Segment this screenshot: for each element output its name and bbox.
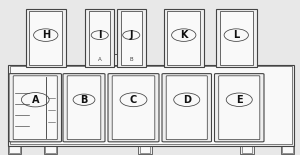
FancyBboxPatch shape xyxy=(9,74,62,142)
FancyBboxPatch shape xyxy=(112,76,155,140)
Circle shape xyxy=(123,31,140,40)
Bar xyxy=(216,9,256,67)
Bar xyxy=(140,146,150,153)
Text: J: J xyxy=(130,30,133,40)
Bar xyxy=(241,55,249,64)
Bar xyxy=(121,11,142,65)
Bar xyxy=(50,55,57,64)
Bar xyxy=(117,9,146,67)
FancyBboxPatch shape xyxy=(13,76,57,140)
FancyBboxPatch shape xyxy=(63,74,105,142)
Bar xyxy=(10,66,292,144)
Circle shape xyxy=(34,29,58,41)
Text: A: A xyxy=(32,95,39,105)
Bar xyxy=(85,9,114,67)
Bar xyxy=(138,145,152,154)
Text: I: I xyxy=(98,30,101,40)
Bar xyxy=(170,55,178,64)
FancyBboxPatch shape xyxy=(214,74,264,142)
Bar xyxy=(220,11,253,65)
Text: B: B xyxy=(129,57,133,62)
FancyBboxPatch shape xyxy=(108,74,159,142)
Circle shape xyxy=(91,31,108,40)
Text: D: D xyxy=(183,95,191,105)
Bar xyxy=(220,54,251,65)
Bar xyxy=(44,145,57,154)
Text: L: L xyxy=(233,30,239,40)
Bar xyxy=(282,146,292,153)
Circle shape xyxy=(120,93,147,107)
Bar xyxy=(31,54,59,65)
FancyBboxPatch shape xyxy=(162,74,211,142)
FancyBboxPatch shape xyxy=(166,76,207,140)
FancyBboxPatch shape xyxy=(219,76,260,140)
Bar xyxy=(242,146,252,153)
Bar xyxy=(167,54,199,65)
Circle shape xyxy=(226,93,252,106)
Bar xyxy=(167,11,200,65)
Circle shape xyxy=(21,93,49,107)
Circle shape xyxy=(224,29,248,41)
Bar xyxy=(189,55,196,64)
Bar xyxy=(45,146,56,153)
Text: C: C xyxy=(130,95,137,105)
Text: K: K xyxy=(180,30,188,40)
Bar xyxy=(128,55,143,64)
Bar xyxy=(8,145,21,154)
Bar xyxy=(26,9,66,67)
Circle shape xyxy=(174,93,200,106)
Bar xyxy=(29,11,62,65)
Bar xyxy=(88,55,103,64)
Bar xyxy=(280,145,294,154)
FancyBboxPatch shape xyxy=(67,76,101,140)
Circle shape xyxy=(73,94,95,105)
Bar xyxy=(33,55,40,64)
Bar xyxy=(9,146,20,153)
Bar xyxy=(240,145,253,154)
Text: E: E xyxy=(236,95,243,105)
Bar xyxy=(85,54,146,65)
Circle shape xyxy=(172,29,196,41)
Bar xyxy=(164,9,204,67)
Text: H: H xyxy=(42,30,50,40)
Bar xyxy=(8,65,294,146)
Bar xyxy=(89,11,110,65)
Text: A: A xyxy=(98,57,102,62)
Bar xyxy=(222,55,230,64)
Text: B: B xyxy=(80,95,88,105)
